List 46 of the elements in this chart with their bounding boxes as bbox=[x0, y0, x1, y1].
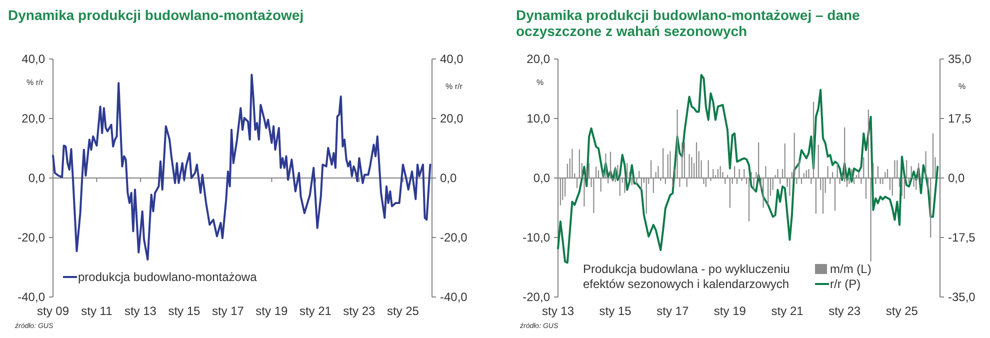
y-tick-label: -20,0 bbox=[18, 230, 46, 245]
x-tick-label: sty 25 bbox=[886, 304, 918, 318]
legend-label: r/r (P) bbox=[830, 277, 861, 292]
x-tick-label: sty 13 bbox=[542, 304, 574, 318]
x-tick-label: sty 17 bbox=[656, 304, 689, 318]
y2-tick-label: -20,0 bbox=[440, 230, 468, 245]
chart-title: Dynamika produkcji budowlano-montażowej – dane oczyszczone z wahań sezonowych bbox=[516, 7, 860, 39]
y-tick-label: 0,0 bbox=[533, 171, 550, 186]
chart-title: Dynamika produkcji budowlano-montażowej bbox=[8, 7, 304, 23]
x-tick-label: sty 13 bbox=[124, 304, 157, 318]
y2-tick-label: 40,0 bbox=[440, 52, 464, 66]
y-tick-label: 40,0 bbox=[22, 52, 46, 66]
x-tick-label: sty 25 bbox=[386, 304, 420, 318]
x-tick-label: sty 09 bbox=[36, 304, 70, 318]
y2-axis-title: % bbox=[958, 82, 966, 91]
legend-label: m/m (L) bbox=[830, 262, 872, 276]
y2-tick-label: -35,0 bbox=[948, 290, 976, 304]
y2-tick-label: 0,0 bbox=[440, 171, 458, 186]
x-tick-label: sty 19 bbox=[256, 304, 288, 318]
y2-axis-title: % r/r bbox=[446, 82, 463, 91]
legend-label: produkcja budowlano-montażowa bbox=[78, 270, 258, 284]
y-tick-label: 20,0 bbox=[526, 52, 550, 66]
y-tick-label: 0,0 bbox=[28, 171, 46, 186]
x-tick-label: sty 19 bbox=[714, 304, 746, 318]
y-tick-label: 10,0 bbox=[526, 112, 550, 126]
legend-title: Produkcja budowlana - po wykluczeniu efektów sezonowych i kalendarzowych bbox=[583, 262, 790, 292]
y-tick-label: 20,0 bbox=[22, 112, 46, 126]
y2-tick-label: 35,0 bbox=[948, 52, 972, 66]
x-tick-label: sty 11 bbox=[81, 304, 113, 318]
y-tick-label: -20,0 bbox=[522, 290, 550, 304]
x-tick-label: sty 21 bbox=[299, 304, 332, 318]
x-tick-label: sty 17 bbox=[212, 304, 244, 318]
y2-tick-label: 17,5 bbox=[948, 112, 972, 126]
y2-tick-label: -40,0 bbox=[440, 290, 468, 304]
y2-tick-label: -17,5 bbox=[948, 230, 976, 245]
x-tick-label: sty 23 bbox=[828, 304, 861, 318]
x-tick-label: sty 23 bbox=[343, 304, 376, 318]
x-tick-label: sty 21 bbox=[771, 304, 804, 318]
x-tick-label: sty 15 bbox=[168, 304, 201, 318]
y-axis-title: % r/r bbox=[26, 78, 44, 87]
x-tick-label: sty 15 bbox=[599, 304, 632, 318]
y2-tick-label: 20,0 bbox=[440, 112, 464, 126]
y-tick-label: -40,0 bbox=[18, 290, 46, 304]
y-tick-label: -10,0 bbox=[522, 230, 550, 245]
y2-tick-label: 0,0 bbox=[948, 171, 966, 186]
y-axis-title: % bbox=[536, 78, 544, 87]
